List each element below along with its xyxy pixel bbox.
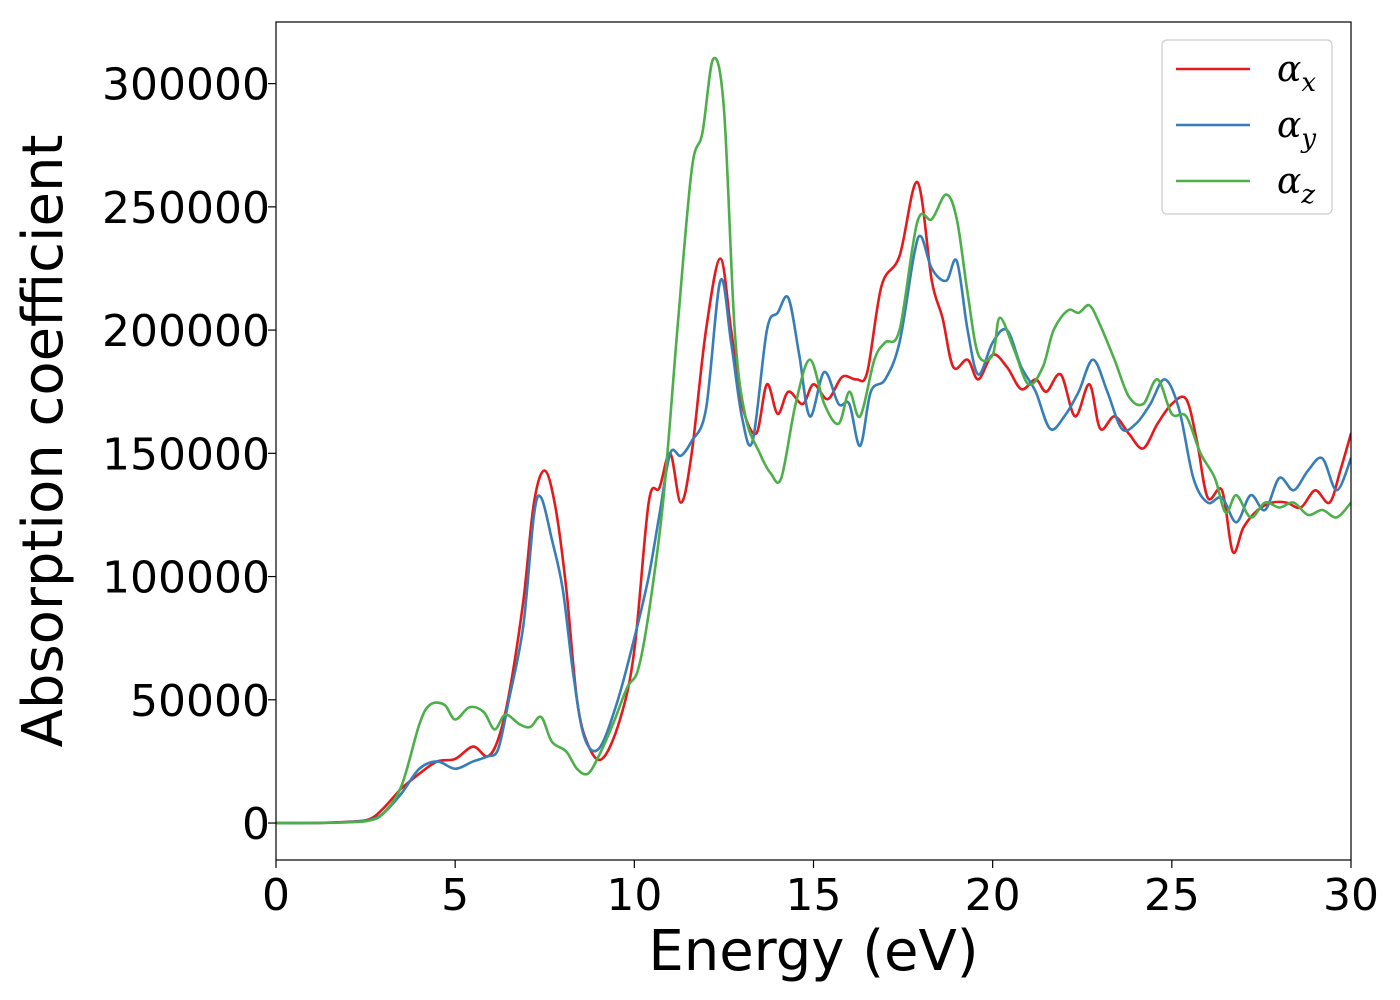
y-tick-label: 200000 [102,306,270,357]
series-line-alpha-z [276,56,1351,825]
x-axis-label: Energy (eV) [648,919,978,984]
y-tick-label: 50000 [130,676,270,727]
x-tick-label: 25 [1144,870,1200,921]
legend-label: αz [1277,161,1315,210]
series-layer [276,56,1351,825]
y-tick-label: 300000 [102,60,270,111]
legend-label: αx [1277,49,1316,98]
x-tick-label: 15 [786,870,842,921]
y-tick-label: 250000 [102,183,270,234]
ticks-layer: 0 5 10 15 20 25 30 0 50000 100000 150000 200000 2500… [102,60,1379,921]
y-tick-label: 100000 [102,553,270,604]
legend-frame [1161,39,1333,215]
x-tick-label: 0 [262,870,290,921]
series-line-alpha-y [276,234,1351,825]
legend-label: αy [1277,105,1316,154]
x-tick-label: 10 [606,870,662,921]
x-tick-label: 5 [441,870,469,921]
y-tick-label: 0 [242,799,270,850]
y-tick-label: 150000 [102,429,270,480]
legend: αx αy αz [1161,39,1333,215]
x-tick-label: 30 [1323,870,1379,921]
y-axis-label: Absorption coefficient [11,135,76,748]
x-tick-label: 20 [965,870,1021,921]
series-line-alpha-x [276,180,1351,825]
